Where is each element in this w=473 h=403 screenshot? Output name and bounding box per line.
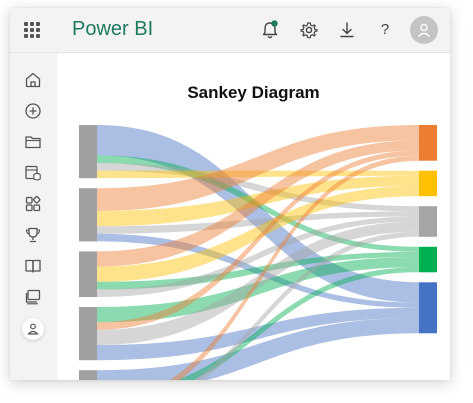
chart-title: Sankey Diagram (187, 83, 320, 102)
notification-bell-icon[interactable] (260, 20, 280, 40)
sankey-source-node[interactable] (79, 370, 97, 380)
gear-icon[interactable] (299, 20, 319, 40)
sankey-target-node[interactable] (419, 246, 437, 273)
notification-dot (271, 20, 278, 27)
sankey-target-node[interactable] (419, 206, 437, 237)
sankey-flow[interactable] (97, 231, 419, 380)
sankey-flow[interactable] (97, 307, 419, 361)
sankey-flow[interactable] (97, 155, 419, 252)
sankey-source-node[interactable] (79, 188, 97, 242)
sankey-flow[interactable] (97, 125, 419, 303)
sankey-flow[interactable] (97, 267, 419, 380)
sankey-flow[interactable] (97, 186, 419, 282)
sankey-flow[interactable] (97, 170, 419, 179)
left-nav-sidebar (10, 53, 57, 380)
sankey-flow[interactable] (97, 163, 419, 212)
sankey-flow[interactable] (97, 175, 419, 227)
sankey-flow[interactable] (97, 140, 419, 267)
sankey-target-node[interactable] (419, 125, 437, 161)
sankey-target-node[interactable] (419, 282, 437, 334)
powerbi-window: Power BI ? (10, 8, 450, 380)
report-canvas: Sankey Diagram (57, 53, 450, 380)
app-title: Power BI (72, 18, 154, 40)
create-icon[interactable] (23, 101, 43, 121)
home-icon[interactable] (23, 70, 43, 90)
browse-folder-icon[interactable] (23, 132, 43, 152)
sankey-source-node[interactable] (79, 251, 97, 297)
sankey-flow[interactable] (97, 125, 419, 211)
my-workspace-icon[interactable] (22, 318, 44, 340)
sankey-flow[interactable] (97, 216, 419, 297)
sankey-flow[interactable] (97, 233, 419, 308)
sankey-flow[interactable] (97, 211, 419, 234)
sankey-flow[interactable] (97, 221, 419, 346)
learn-book-icon[interactable] (23, 256, 43, 276)
sankey-flow[interactable] (97, 318, 419, 380)
app-launcher-grid-icon[interactable] (24, 22, 40, 38)
data-hub-icon[interactable] (23, 163, 43, 183)
workspaces-icon[interactable] (23, 287, 43, 307)
sankey-flow[interactable] (97, 257, 419, 323)
sankey-source-node[interactable] (79, 307, 97, 361)
sankey-target-node[interactable] (419, 170, 437, 197)
download-icon[interactable] (337, 20, 357, 40)
goals-trophy-icon[interactable] (23, 225, 43, 245)
sankey-source-node[interactable] (79, 125, 97, 179)
help-icon[interactable]: ? (380, 21, 390, 38)
user-avatar-icon[interactable] (410, 16, 438, 44)
sankey-flow[interactable] (97, 150, 419, 330)
sankey-flow[interactable] (97, 251, 419, 290)
apps-icon[interactable] (23, 194, 43, 214)
sankey-chart (79, 125, 437, 380)
top-bar: Power BI ? (10, 8, 450, 53)
